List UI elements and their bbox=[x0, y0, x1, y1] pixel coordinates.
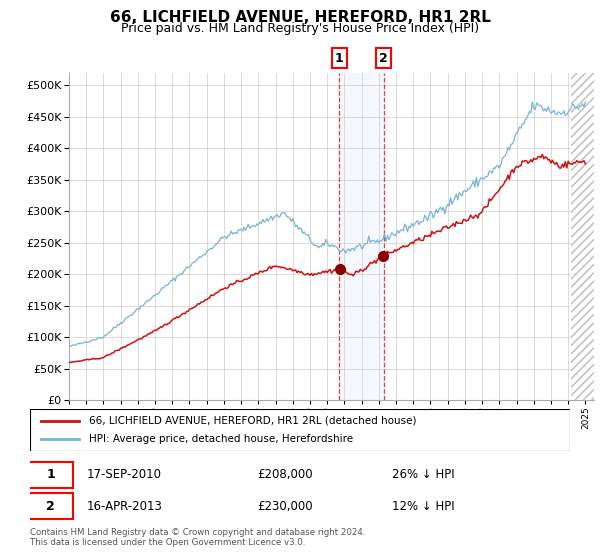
Text: 2: 2 bbox=[46, 500, 55, 513]
FancyBboxPatch shape bbox=[28, 462, 73, 488]
Text: Contains HM Land Registry data © Crown copyright and database right 2024.
This d: Contains HM Land Registry data © Crown c… bbox=[30, 528, 365, 547]
Bar bbox=[340, 73, 384, 400]
Text: HPI: Average price, detached house, Herefordshire: HPI: Average price, detached house, Here… bbox=[89, 434, 353, 444]
Text: 2: 2 bbox=[379, 52, 388, 64]
Text: 17-SEP-2010: 17-SEP-2010 bbox=[86, 468, 162, 481]
FancyBboxPatch shape bbox=[28, 493, 73, 519]
Text: 26% ↓ HPI: 26% ↓ HPI bbox=[392, 468, 454, 481]
Text: 66, LICHFIELD AVENUE, HEREFORD, HR1 2RL (detached house): 66, LICHFIELD AVENUE, HEREFORD, HR1 2RL … bbox=[89, 416, 417, 426]
Text: 1: 1 bbox=[335, 52, 344, 64]
Text: 1: 1 bbox=[46, 468, 55, 481]
Text: £208,000: £208,000 bbox=[257, 468, 313, 481]
Text: 16-APR-2013: 16-APR-2013 bbox=[86, 500, 163, 513]
Text: 66, LICHFIELD AVENUE, HEREFORD, HR1 2RL: 66, LICHFIELD AVENUE, HEREFORD, HR1 2RL bbox=[110, 10, 490, 25]
Text: 12% ↓ HPI: 12% ↓ HPI bbox=[392, 500, 454, 513]
Text: £230,000: £230,000 bbox=[257, 500, 313, 513]
Text: Price paid vs. HM Land Registry's House Price Index (HPI): Price paid vs. HM Land Registry's House … bbox=[121, 22, 479, 35]
